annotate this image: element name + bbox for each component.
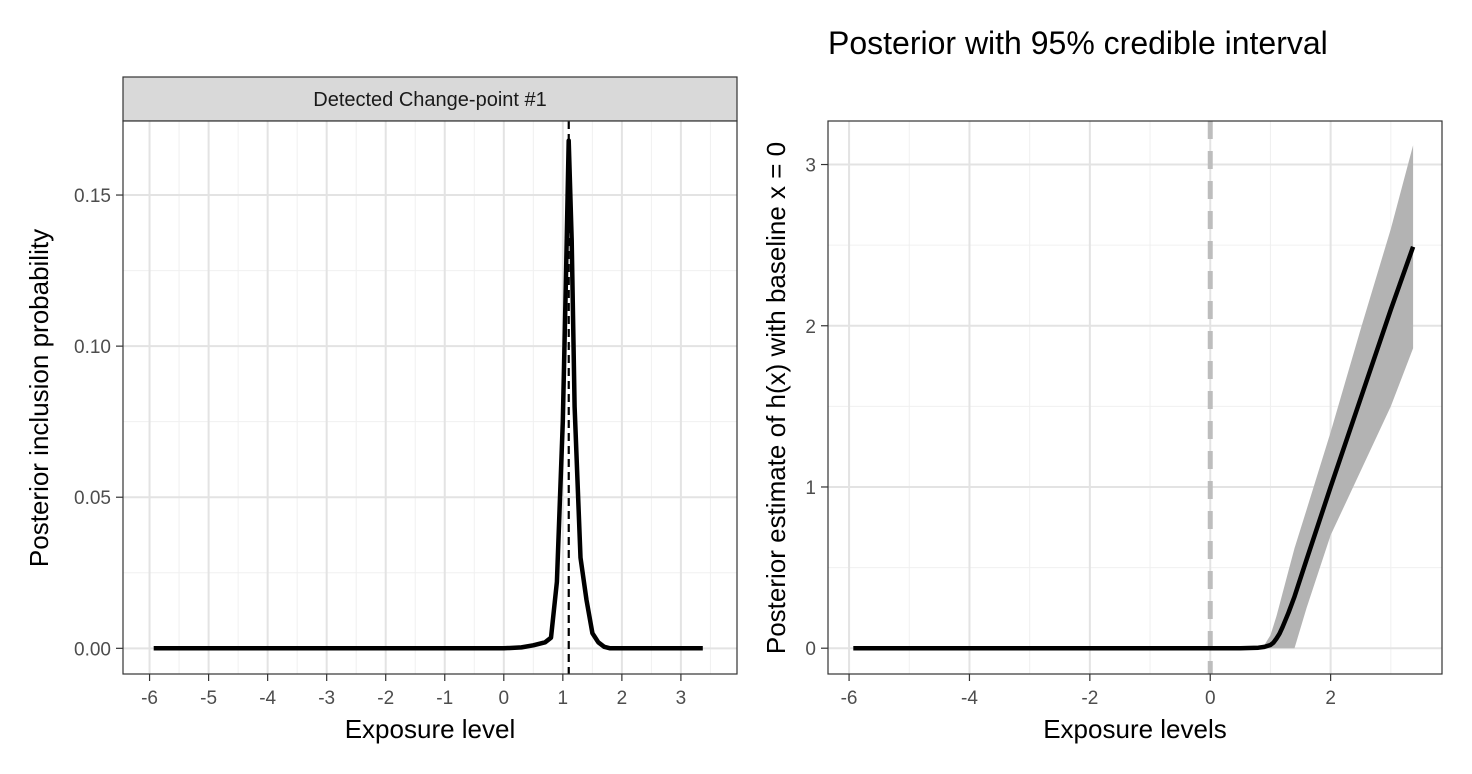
left-strip-background: [122, 76, 738, 122]
left-gridlines: [123, 121, 737, 674]
left-strip-label: Detected Change-point #1: [313, 89, 547, 111]
right-plot-title: Posterior with 95% credible interval: [828, 25, 1328, 61]
x-tick-label: -4: [961, 688, 978, 709]
posterior-estimate-line: [853, 246, 1416, 651]
x-tick-label: -1: [436, 688, 453, 709]
left-plot-background: [123, 121, 737, 674]
y-tick-label: 1: [805, 478, 816, 499]
left-x-axis-title: Exposure level: [345, 714, 516, 744]
x-tick-label: -5: [200, 688, 217, 709]
inclusion-probability-line: [153, 138, 703, 651]
right-data-layer: [853, 121, 1416, 674]
left-axes: -6 -5 -4 -3 -2 -1 0 1 2 3 0.00 0.05 0.10 0.15: [74, 186, 686, 709]
x-tick-label: -2: [1081, 688, 1098, 709]
y-tick-label: 2: [805, 317, 816, 338]
left-y-axis-title: Posterior inclusion probability: [24, 229, 54, 567]
left-panel: Detected Change-point #1 -6 -5 -4 -3 -2 -1 0 1 2…: [24, 76, 738, 744]
x-tick-label: 1: [558, 688, 569, 709]
right-plot-background: [828, 121, 1442, 674]
y-tick-label: 0.05: [74, 488, 111, 509]
y-tick-label: 0.15: [74, 186, 111, 207]
y-tick-label: 0: [805, 639, 816, 660]
y-tick-label: 0.10: [74, 337, 111, 358]
left-plot-border: [122, 120, 738, 675]
x-tick-label: 0: [1205, 688, 1216, 709]
x-tick-label: 2: [617, 688, 628, 709]
x-tick-label: 2: [1325, 688, 1336, 709]
right-axes: -6 -4 -2 0 2 0 1 2 3: [805, 156, 1336, 709]
right-y-axis-title: Posterior estimate of h(x) with baseline…: [761, 142, 791, 654]
x-tick-label: 0: [499, 688, 510, 709]
left-data-layer: [153, 121, 703, 674]
x-tick-label: -6: [841, 688, 858, 709]
right-plot-border: [827, 120, 1443, 675]
right-panel: Posterior with 95% credible interval -6-…: [761, 25, 1443, 744]
x-tick-label: -2: [377, 688, 394, 709]
right-x-axis-title: Exposure levels: [1043, 714, 1227, 744]
x-tick-label: -3: [318, 688, 335, 709]
y-tick-label: 0.00: [74, 639, 111, 660]
x-tick-label: -6: [141, 688, 158, 709]
x-tick-label: 3: [676, 688, 687, 709]
y-tick-label: 3: [805, 156, 816, 177]
x-tick-label: -4: [259, 688, 276, 709]
